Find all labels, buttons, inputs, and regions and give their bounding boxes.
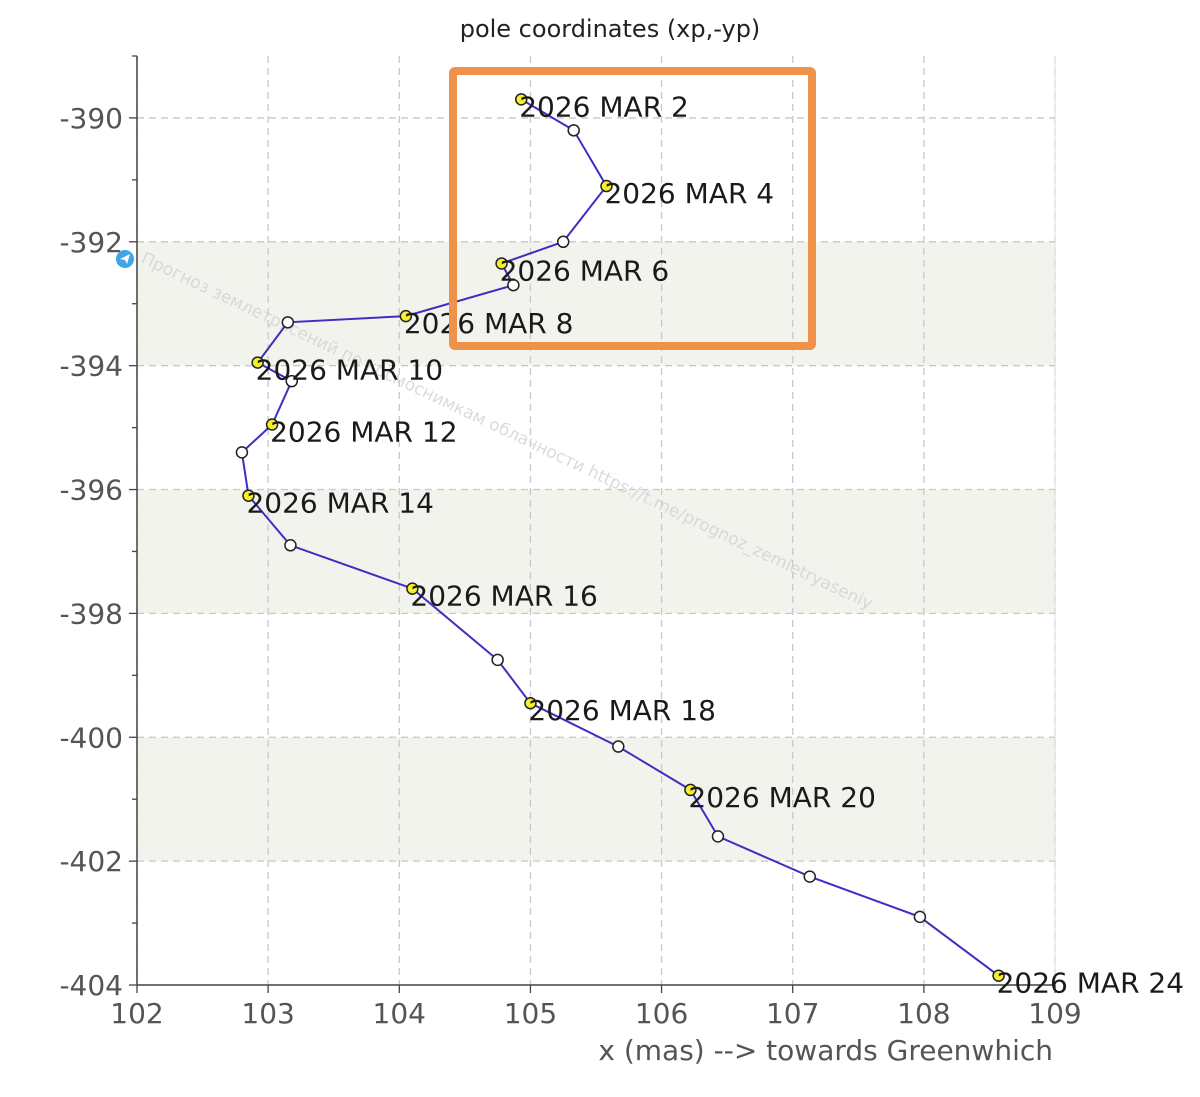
x-tick-label: 103 <box>241 997 294 1030</box>
chart-title: pole coordinates (xp,-yp) <box>460 15 761 43</box>
data-point <box>281 316 295 329</box>
data-point <box>284 539 297 552</box>
y-tick-label: -404 <box>59 969 123 1002</box>
data-point <box>803 870 817 883</box>
x-tick-label: 107 <box>766 997 819 1030</box>
y-tick-label: -398 <box>59 597 123 630</box>
data-point <box>406 582 419 595</box>
data-label: 2026 MAR 6 <box>500 254 670 287</box>
y-tick-label: -390 <box>59 102 123 135</box>
data-point <box>913 910 927 924</box>
x-tick-label: 106 <box>635 997 688 1030</box>
band <box>137 737 1055 862</box>
data-label: 2026 MAR 8 <box>404 307 574 340</box>
data-point <box>265 418 279 431</box>
y-tick-label: -402 <box>59 845 123 878</box>
band <box>137 117 1055 242</box>
highlight-box <box>449 67 816 350</box>
data-label: 2026 MAR 16 <box>410 580 597 613</box>
data-label: 2026 MAR 18 <box>528 694 715 727</box>
band <box>137 613 1055 738</box>
data-point <box>556 235 570 249</box>
y-tick-label: -394 <box>59 350 123 383</box>
data-point <box>285 374 298 388</box>
data-point <box>524 696 537 710</box>
x-tick-label: 105 <box>504 997 557 1030</box>
x-axis-label: x (mas) --> towards Greenwhich <box>598 1034 1053 1067</box>
y-tick-label: -392 <box>59 226 123 259</box>
x-tick-label: 108 <box>897 997 950 1030</box>
data-point <box>495 257 508 270</box>
data-label: 2026 MAR 24 <box>997 967 1184 1000</box>
data-point <box>684 783 697 797</box>
y-tick-label: -396 <box>59 474 123 507</box>
data-point <box>507 278 520 292</box>
x-tick-label: 104 <box>373 997 426 1030</box>
band <box>137 861 1055 985</box>
data-point <box>514 93 528 106</box>
x-tick-label: 109 <box>1028 997 1081 1030</box>
x-tick-label: 102 <box>110 997 163 1030</box>
data-label: 2026 MAR 12 <box>270 416 457 449</box>
data-label: 2026 MAR 4 <box>604 177 774 210</box>
telegram-icon-plane <box>120 254 130 264</box>
data-point <box>251 356 264 369</box>
data-point <box>242 489 255 502</box>
data-point <box>235 446 249 459</box>
data-point <box>491 653 504 667</box>
data-point <box>399 309 413 323</box>
data-label: 2026 MAR 20 <box>688 781 875 814</box>
date-labels: 2026 MAR 2 2026 MAR 4 2026 MAR 6 2026 MAR 8… <box>246 90 1184 999</box>
data-point <box>612 740 625 753</box>
data-label: 2026 MAR 2 <box>519 90 689 123</box>
band <box>137 56 1055 118</box>
data-point <box>992 969 1005 982</box>
axes <box>129 55 1056 993</box>
data-point <box>600 179 613 193</box>
data-point <box>567 124 580 137</box>
y-tick-label: -400 <box>59 721 123 754</box>
background-bands <box>137 56 1055 985</box>
data-point <box>711 830 725 843</box>
pole-path-series <box>235 93 1005 982</box>
data-label: 2026 MAR 14 <box>246 487 433 520</box>
data-label: 2026 MAR 10 <box>256 354 443 387</box>
